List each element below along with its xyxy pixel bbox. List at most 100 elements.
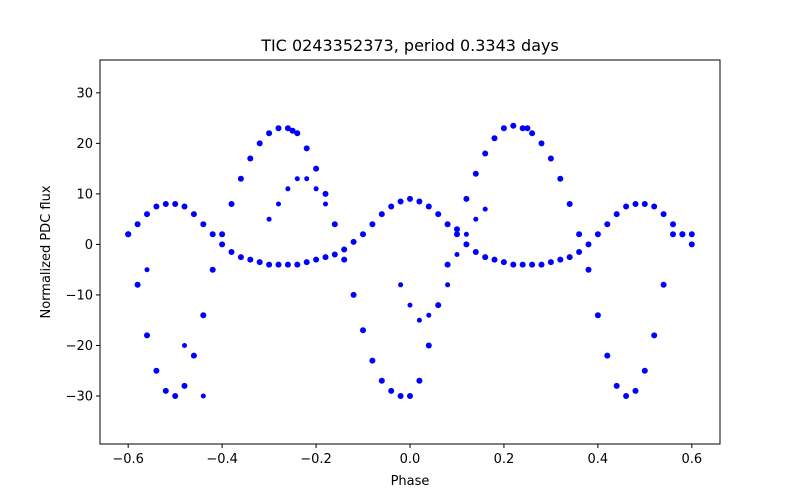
data-point bbox=[284, 125, 291, 132]
data-point bbox=[641, 367, 648, 374]
data-point bbox=[613, 382, 620, 389]
data-point bbox=[491, 135, 498, 142]
data-point bbox=[435, 211, 442, 218]
data-point bbox=[397, 393, 404, 399]
data-point bbox=[237, 175, 244, 182]
data-point bbox=[323, 201, 328, 207]
data-point bbox=[153, 203, 160, 210]
y-tick-label: 30 bbox=[76, 86, 93, 101]
data-point bbox=[416, 198, 423, 205]
data-point bbox=[660, 281, 667, 288]
data-point bbox=[557, 175, 564, 182]
data-point bbox=[294, 176, 300, 182]
data-point bbox=[397, 198, 404, 205]
data-point bbox=[144, 211, 150, 218]
data-point bbox=[454, 252, 460, 257]
data-point bbox=[266, 216, 272, 222]
x-axis-label: Phase bbox=[391, 474, 430, 489]
data-point bbox=[369, 357, 376, 364]
data-point bbox=[219, 241, 226, 248]
data-point bbox=[604, 221, 611, 228]
data-point bbox=[585, 241, 592, 248]
data-point bbox=[679, 231, 686, 238]
data-point bbox=[604, 352, 611, 359]
data-point bbox=[444, 261, 451, 268]
data-point bbox=[463, 195, 470, 202]
data-point bbox=[313, 186, 319, 192]
data-point bbox=[547, 155, 554, 162]
data-point bbox=[425, 203, 432, 210]
data-point bbox=[219, 231, 226, 238]
data-point bbox=[524, 125, 531, 132]
data-point bbox=[585, 266, 592, 273]
data-point bbox=[641, 201, 648, 207]
data-point bbox=[256, 140, 263, 147]
data-point bbox=[304, 176, 310, 182]
data-point bbox=[162, 387, 169, 394]
data-point bbox=[613, 211, 620, 218]
data-point bbox=[472, 170, 479, 177]
data-point bbox=[651, 203, 658, 210]
data-point bbox=[378, 211, 385, 218]
data-point bbox=[285, 186, 291, 192]
data-point bbox=[144, 332, 150, 339]
data-point bbox=[463, 231, 469, 237]
data-point bbox=[557, 256, 564, 263]
data-point bbox=[454, 226, 460, 233]
data-point bbox=[623, 393, 630, 399]
x-tick-label: −0.4 bbox=[206, 452, 238, 467]
x-tick-label: −0.2 bbox=[300, 452, 332, 467]
data-point bbox=[360, 327, 366, 334]
data-point bbox=[660, 211, 667, 218]
data-point bbox=[388, 387, 395, 394]
data-point bbox=[519, 125, 526, 132]
x-tick-label: −0.6 bbox=[112, 452, 144, 467]
data-point bbox=[200, 312, 207, 319]
data-point bbox=[294, 130, 301, 137]
data-point bbox=[322, 254, 329, 261]
data-point bbox=[566, 201, 573, 207]
x-tick-label: 0.0 bbox=[400, 452, 421, 467]
y-tick-label: 0 bbox=[85, 238, 93, 253]
data-point bbox=[538, 261, 545, 268]
x-axis: −0.6 −0.4 −0.2 0.0 0.2 0.4 0.6 bbox=[112, 444, 702, 467]
y-tick-label: −30 bbox=[66, 390, 93, 405]
data-point bbox=[144, 267, 150, 273]
data-point bbox=[369, 221, 376, 228]
data-point bbox=[360, 231, 366, 238]
data-point bbox=[247, 256, 254, 263]
data-point bbox=[341, 246, 348, 253]
data-point bbox=[576, 249, 583, 255]
data-point bbox=[407, 393, 413, 399]
data-point bbox=[463, 241, 470, 248]
data-point bbox=[407, 195, 413, 202]
y-tick-label: −10 bbox=[66, 288, 93, 303]
data-point bbox=[303, 259, 310, 266]
plot-frame bbox=[99, 59, 721, 445]
data-point bbox=[416, 317, 422, 323]
data-point bbox=[670, 231, 676, 238]
data-point bbox=[331, 251, 338, 258]
data-point bbox=[491, 256, 498, 263]
data-point bbox=[134, 281, 141, 288]
data-point bbox=[454, 231, 460, 238]
data-point bbox=[388, 203, 395, 210]
data-point bbox=[510, 261, 517, 268]
data-point bbox=[445, 282, 451, 288]
data-point bbox=[313, 256, 320, 263]
data-point bbox=[313, 165, 320, 172]
data-point bbox=[247, 155, 254, 162]
data-point bbox=[473, 216, 479, 222]
data-point bbox=[425, 342, 432, 349]
data-point bbox=[276, 201, 281, 207]
data-point bbox=[153, 367, 160, 374]
data-point bbox=[426, 312, 432, 318]
data-point bbox=[172, 201, 179, 207]
y-axis: −30 −20 −10 0 10 20 30 bbox=[66, 86, 100, 405]
y-tick-label: 20 bbox=[76, 137, 93, 152]
data-point bbox=[190, 211, 197, 218]
data-point bbox=[228, 249, 235, 255]
data-point bbox=[378, 377, 385, 384]
